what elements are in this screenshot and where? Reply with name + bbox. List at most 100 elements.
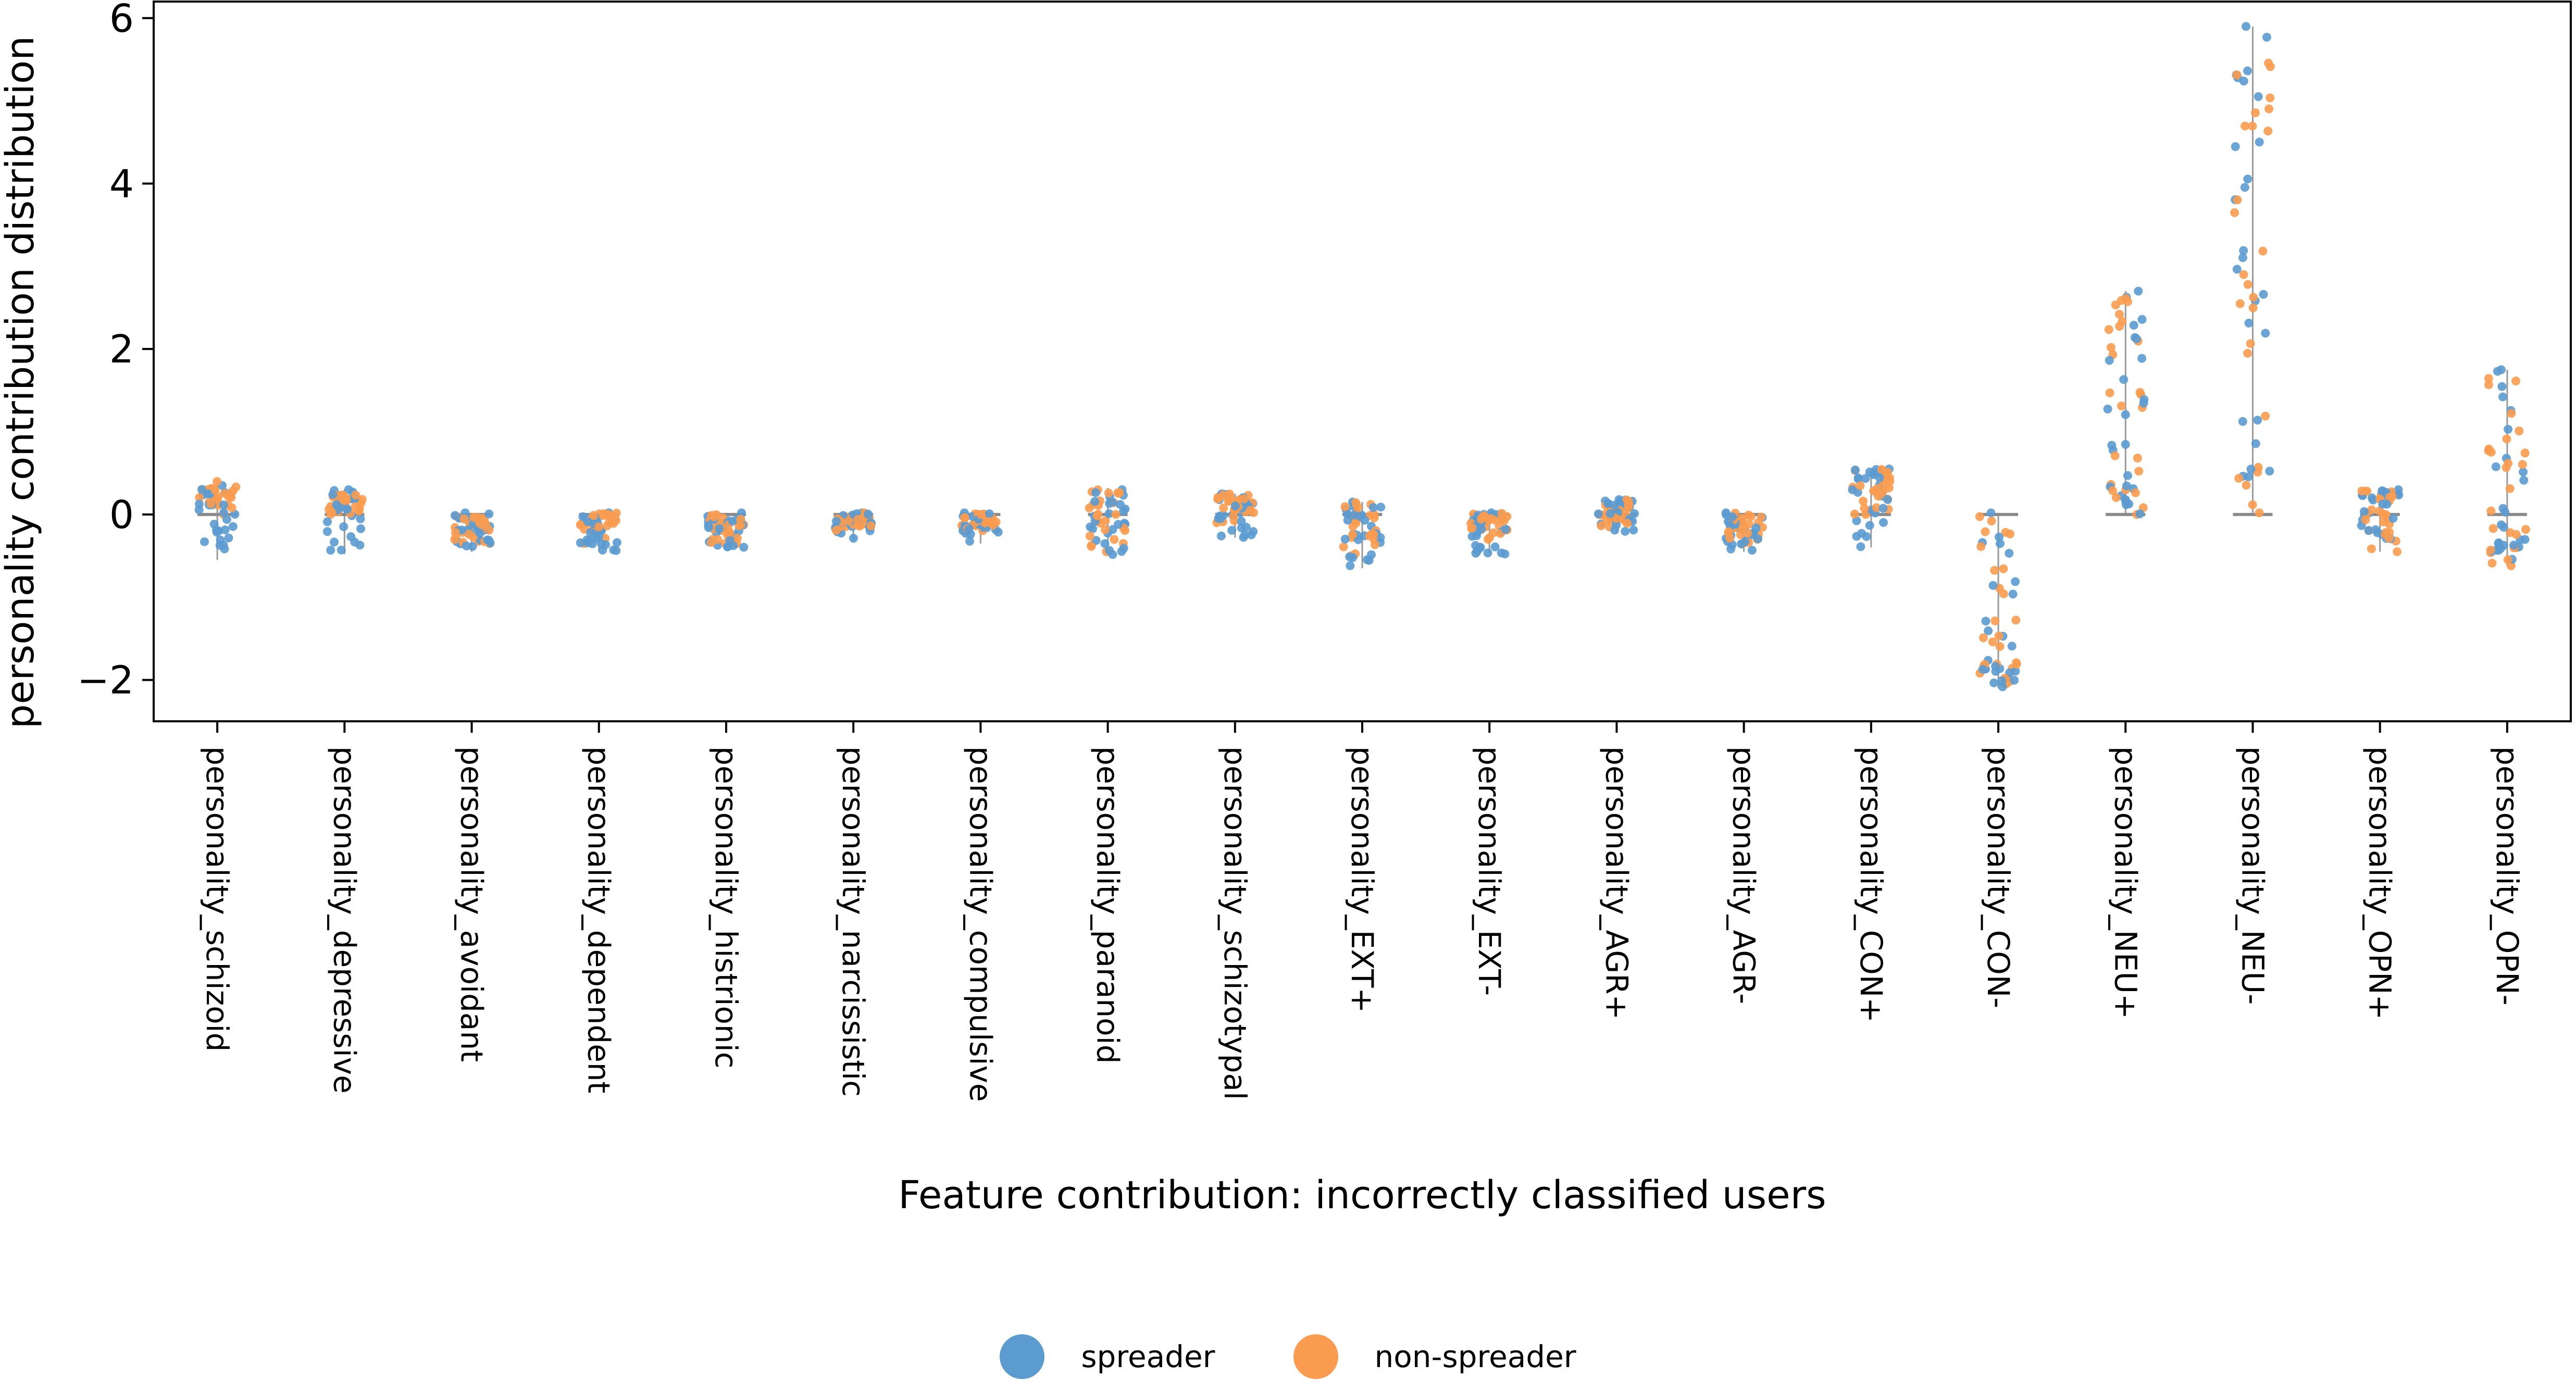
data-point xyxy=(2498,392,2507,402)
data-point xyxy=(1108,550,1117,559)
x-tick-label: personality_dependent xyxy=(581,746,617,1093)
data-point xyxy=(1227,525,1237,535)
data-point xyxy=(576,520,585,530)
data-point xyxy=(213,477,222,486)
data-point xyxy=(2393,547,2402,556)
legend-item-non-spreader: non-spreader xyxy=(1293,1334,1576,1379)
data-point xyxy=(355,541,365,550)
data-point xyxy=(1746,512,1756,521)
y-tick-label: −2 xyxy=(77,658,134,703)
data-point xyxy=(1249,527,1258,536)
data-point xyxy=(1872,484,1882,493)
data-point xyxy=(1355,512,1364,521)
data-point xyxy=(1984,626,1993,635)
data-point xyxy=(1856,542,1865,552)
data-point xyxy=(1351,519,1361,528)
x-tick-label: personality_compulsive xyxy=(963,746,998,1102)
legend-label: non-spreader xyxy=(1374,1339,1576,1374)
data-point xyxy=(1472,531,1481,541)
data-point xyxy=(1213,494,1222,504)
x-tick-label: personality_OPN+ xyxy=(2362,746,2398,1020)
data-point xyxy=(1994,631,2003,641)
x-tick-label: personality_EXT- xyxy=(1472,746,1507,996)
data-point xyxy=(2131,488,2140,497)
data-point xyxy=(2484,374,2493,383)
data-point xyxy=(1990,616,2000,625)
data-point xyxy=(2132,334,2141,344)
x-tick-label: personality_paranoid xyxy=(1090,746,1126,1064)
data-point xyxy=(1107,497,1117,507)
data-point xyxy=(2362,486,2372,496)
x-tick-label: personality_NEU- xyxy=(2235,746,2270,1005)
data-point xyxy=(2117,402,2126,410)
data-point xyxy=(2135,509,2145,519)
data-point xyxy=(1883,495,1893,504)
data-point xyxy=(2001,528,2010,537)
data-point xyxy=(2106,343,2115,352)
data-point xyxy=(1216,531,1226,541)
data-point xyxy=(2263,127,2273,136)
data-point xyxy=(2503,555,2512,565)
data-point xyxy=(322,527,332,536)
data-point xyxy=(1738,524,1747,533)
data-point xyxy=(1853,473,1863,483)
data-point xyxy=(1853,487,1862,497)
data-point xyxy=(1340,534,1350,544)
x-tick-label: personality_avoidant xyxy=(454,746,490,1062)
data-point xyxy=(2248,303,2258,312)
data-point xyxy=(327,508,337,517)
data-point xyxy=(2230,208,2239,217)
data-point xyxy=(993,528,1003,537)
data-point xyxy=(351,491,360,500)
whisker-layer xyxy=(197,26,2527,688)
data-point xyxy=(1861,474,1870,483)
data-point xyxy=(1475,543,1485,552)
data-point xyxy=(2246,465,2256,474)
data-point xyxy=(1500,549,1510,559)
data-point xyxy=(2487,558,2497,568)
data-point xyxy=(356,514,365,523)
data-point xyxy=(2498,504,2508,513)
data-point xyxy=(960,513,969,522)
data-point xyxy=(2381,510,2391,519)
data-point xyxy=(2497,382,2507,391)
data-point xyxy=(965,536,974,546)
data-point xyxy=(2519,467,2528,477)
data-point xyxy=(2261,411,2270,421)
data-point xyxy=(2265,467,2274,476)
data-point xyxy=(1115,500,1125,509)
data-point xyxy=(1981,527,1990,536)
data-point xyxy=(228,522,238,531)
data-point xyxy=(2497,520,2506,530)
data-point xyxy=(1621,527,1630,536)
data-point xyxy=(332,500,341,509)
data-point xyxy=(1990,566,1999,575)
data-point xyxy=(2105,356,2114,365)
data-point xyxy=(1727,512,1737,521)
data-point xyxy=(200,537,209,546)
data-point xyxy=(589,511,598,520)
data-point xyxy=(2119,375,2129,384)
data-point xyxy=(1987,517,1996,525)
data-point xyxy=(2239,270,2248,279)
data-point xyxy=(356,524,365,533)
data-point xyxy=(219,500,228,509)
data-point xyxy=(1856,481,1865,491)
x-tick-label: personality_AGR+ xyxy=(1599,746,1634,1020)
data-point xyxy=(1979,633,1988,643)
data-point xyxy=(225,490,234,499)
data-point xyxy=(2137,354,2147,363)
data-point xyxy=(451,528,460,537)
data-point xyxy=(612,516,620,525)
data-point xyxy=(1104,509,1114,518)
data-point xyxy=(1239,494,1249,504)
data-point xyxy=(1348,530,1358,540)
data-point xyxy=(715,524,724,533)
data-point xyxy=(1981,617,1990,626)
data-point xyxy=(612,508,621,518)
data-point xyxy=(1879,518,1888,527)
points-layer xyxy=(194,22,2530,692)
data-point xyxy=(2107,441,2117,450)
data-point xyxy=(707,538,716,547)
